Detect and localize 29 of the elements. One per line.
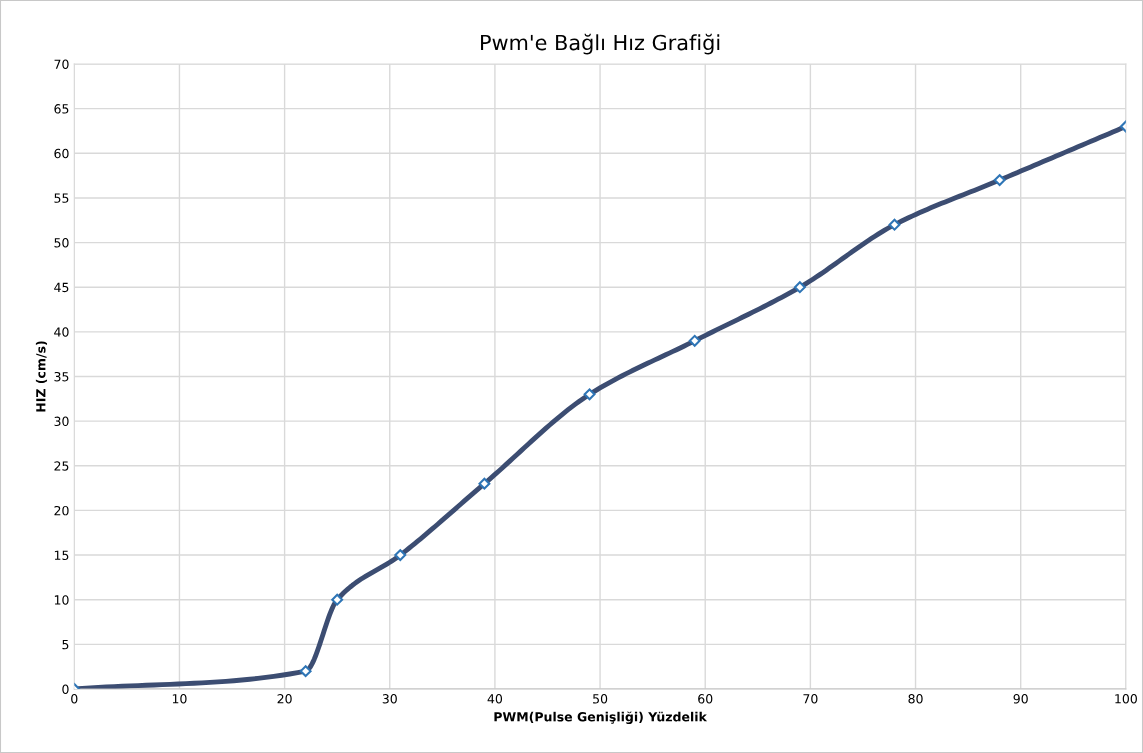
y-tick-label: 65 [54, 104, 69, 114]
y-tick-label: 55 [54, 193, 69, 203]
x-tick-label: 20 [277, 694, 292, 704]
y-tick-label: 35 [54, 371, 69, 382]
x-tick-label: 80 [908, 694, 923, 704]
x-tick-label: 90 [1013, 694, 1028, 704]
y-tick-label: 0 [62, 684, 69, 694]
y-tick-label: 70 [54, 59, 69, 69]
y-tick-label: 60 [54, 148, 69, 159]
y-tick-label: 30 [54, 416, 69, 427]
x-tick-label: 50 [593, 694, 608, 704]
y-tick-label: 10 [54, 595, 69, 605]
y-tick-label: 40 [54, 327, 69, 337]
y-tick-label: 45 [54, 282, 69, 293]
y-axis-title: HIZ (cm/s) [35, 341, 48, 412]
x-tick-label: 30 [382, 694, 397, 704]
chart-title: Pwm'e Bağlı Hız Grafiği [481, 33, 720, 55]
y-tick-label: 15 [54, 550, 69, 560]
x-tick-label: 40 [487, 694, 503, 704]
y-tick-label: 5 [62, 639, 69, 650]
y-tick-label: 50 [54, 238, 69, 248]
y-tick-label: 25 [54, 461, 69, 471]
x-tick-label: 60 [698, 694, 713, 704]
x-tick-label: 0 [71, 694, 78, 704]
y-tick-label: 20 [54, 505, 69, 516]
x-tick-label: 70 [803, 694, 818, 704]
x-axis-title: PWM(Pulse Genişliği) Yüzdelik [494, 711, 708, 725]
x-tick-label: 100 [1115, 694, 1137, 704]
x-tick-label: 10 [172, 694, 187, 704]
